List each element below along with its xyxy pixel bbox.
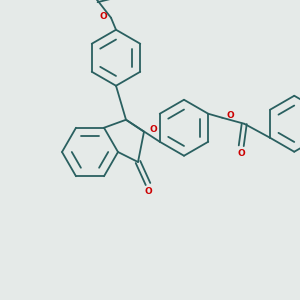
Text: O: O [237, 149, 245, 158]
Text: O: O [99, 12, 107, 21]
Text: O: O [149, 125, 157, 134]
Text: O: O [226, 111, 234, 120]
Text: O: O [144, 188, 152, 196]
